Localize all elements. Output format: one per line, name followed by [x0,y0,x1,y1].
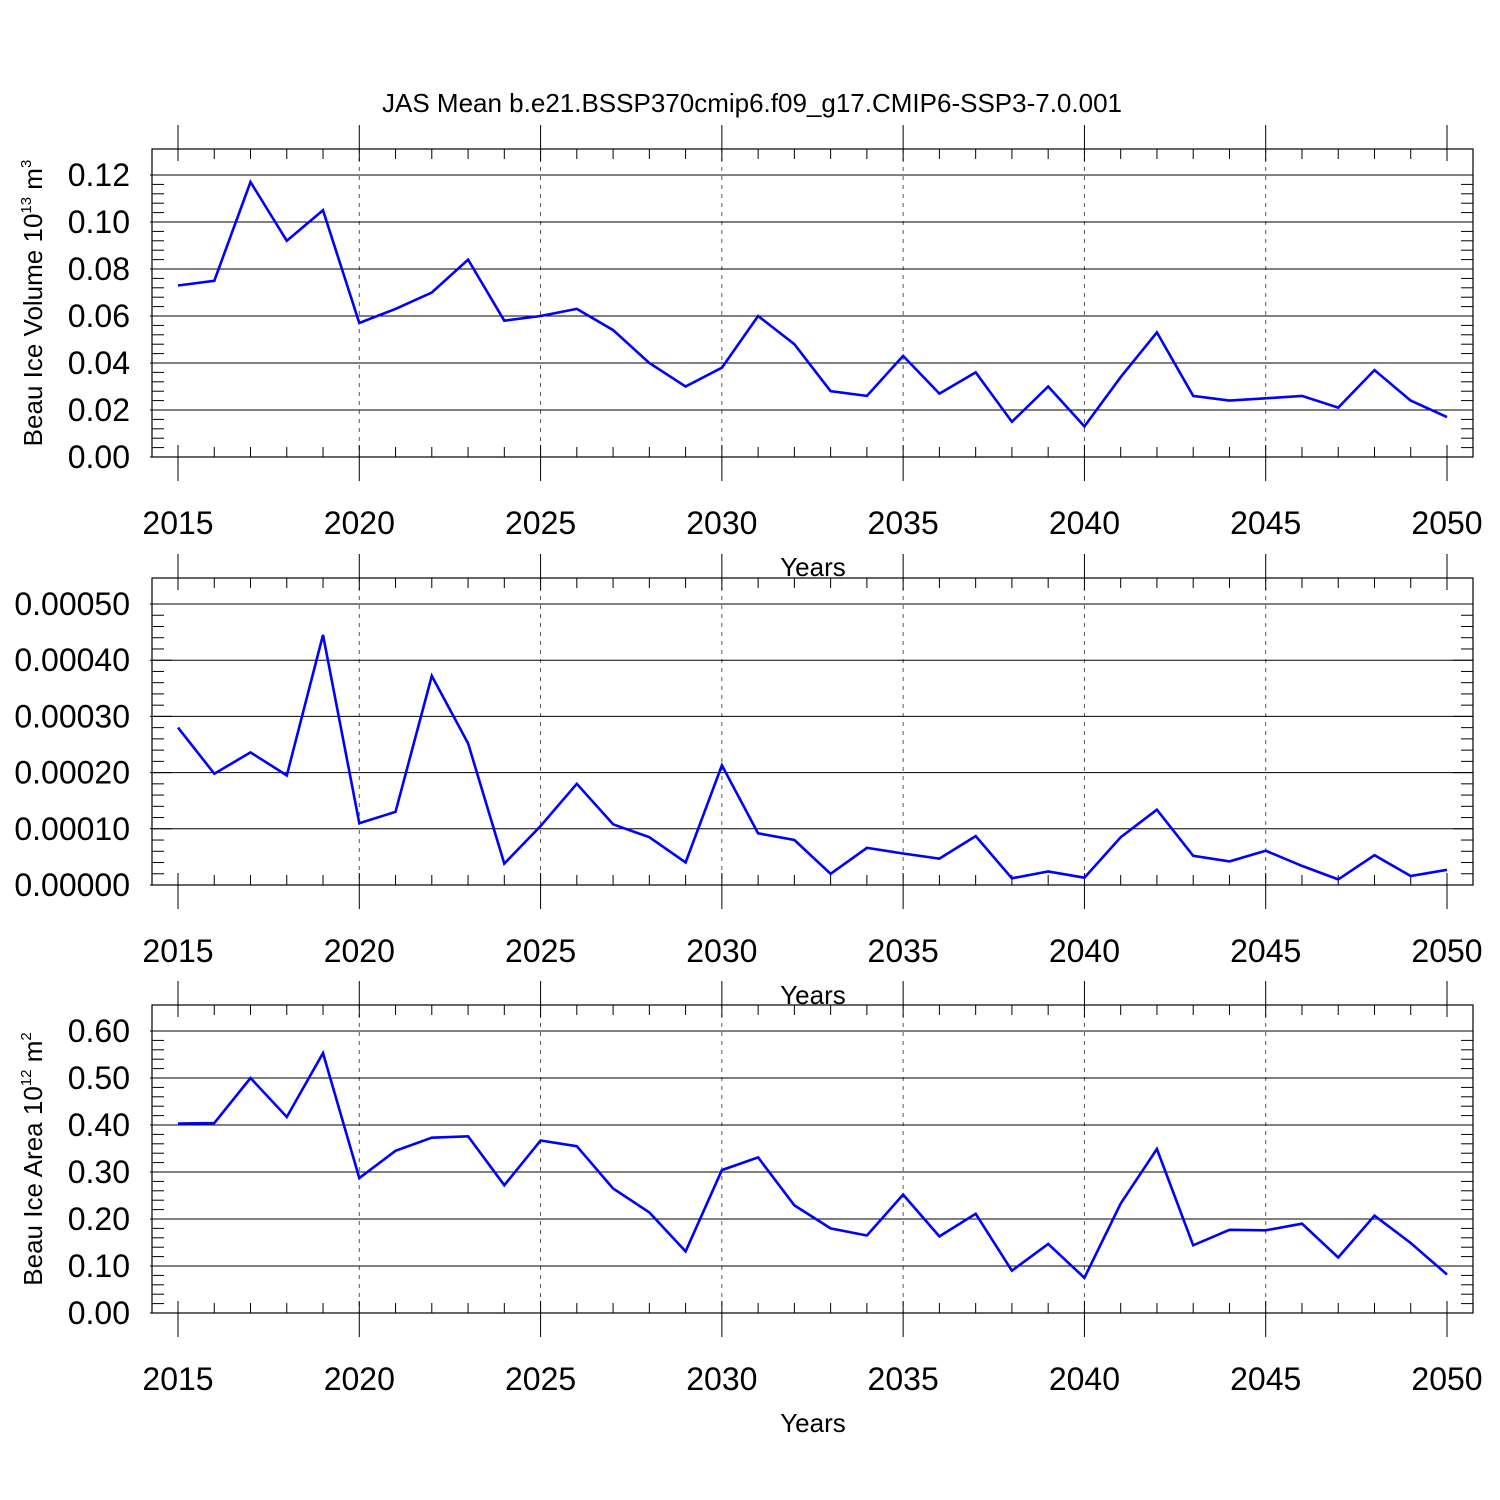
x-tick-label: 2045 [1230,1361,1301,1397]
x-tick-label: 2015 [142,505,213,541]
y-tick-label: 0.02 [68,392,130,428]
x-tick-label: 2030 [686,505,757,541]
series-line [177,1049,1448,1280]
y-tick-label: 0.04 [68,345,130,381]
y-tick-label: 0.12 [68,157,130,193]
y-tick-label: 0.50 [68,1060,130,1096]
x-tick-label: 2035 [868,1361,939,1397]
y-tick-label: 0.60 [68,1013,130,1049]
y-tick-label: 0.40 [68,1107,130,1143]
x-tick-label: 2015 [142,933,213,969]
plot-frame [151,1004,1474,1314]
y-tick-label: 0.00010 [14,811,130,847]
y-tick-label: 0.20 [68,1201,130,1237]
x-tick-label: 2040 [1049,505,1120,541]
x-tick-label: 2050 [1411,933,1482,969]
x-tick-label: 2020 [324,505,395,541]
x-tick-label: 2035 [868,933,939,969]
x-tick-label: 2035 [868,505,939,541]
y-tick-label: 0.06 [68,298,130,334]
x-tick-label: 2045 [1230,505,1301,541]
x-tick-label: 2025 [505,505,576,541]
x-tick-label: 2040 [1049,933,1120,969]
y-tick-label: 0.10 [68,204,130,240]
y-tick-label: 0.00020 [14,755,130,791]
y-tick-label: 0.00050 [14,586,130,622]
plot-frame [151,148,1474,458]
y-tick-label: 0.08 [68,251,130,287]
y-axis-label: Beau Ice Volume 1013 m3 [18,160,48,447]
y-tick-label: 0.00000 [14,867,130,903]
x-tick-label: 2045 [1230,933,1301,969]
x-tick-label: 2015 [142,1361,213,1397]
x-tick-label: 2050 [1411,1361,1482,1397]
panel-3: 0.00 0.10 0.20 0.30 0.40 0.50 0.60 2015 2020 2025… [18,981,1483,1438]
x-axis-label: Years [780,552,846,582]
x-tick-label: 2050 [1411,505,1482,541]
panel-1: 0.00 0.02 0.04 0.06 0.08 0.10 0.12 2015 2020 2025… [18,125,1483,582]
x-tick-label: 2030 [686,933,757,969]
plot-frame [151,577,1474,886]
x-tick-label: 2030 [686,1361,757,1397]
y-tick-label: 0.00040 [14,642,130,678]
panel-2: 0.00000 0.00010 0.00020 0.00030 0.00040 0.000… [14,554,1483,1010]
chart-title: JAS Mean b.e21.BSSP370cmip6.f09_g17.CMIP… [382,88,1122,118]
x-axis-label: Years [780,1408,846,1438]
x-tick-label: 2020 [324,933,395,969]
y-tick-label: 0.30 [68,1154,130,1190]
x-tick-label: 2025 [505,1361,576,1397]
y-axis-label: Beau Ice Area 1012 m2 [18,1032,48,1285]
y-tick-label: 0.10 [68,1248,130,1284]
x-tick-label: 2020 [324,1361,395,1397]
series-line [177,179,1448,429]
y-tick-label: 0.00 [68,439,130,475]
x-tick-label: 2025 [505,933,576,969]
series-line [176,634,1448,881]
x-tick-label: 2040 [1049,1361,1120,1397]
y-tick-label: 0.00 [68,1295,130,1331]
y-tick-label: 0.00030 [14,698,130,734]
